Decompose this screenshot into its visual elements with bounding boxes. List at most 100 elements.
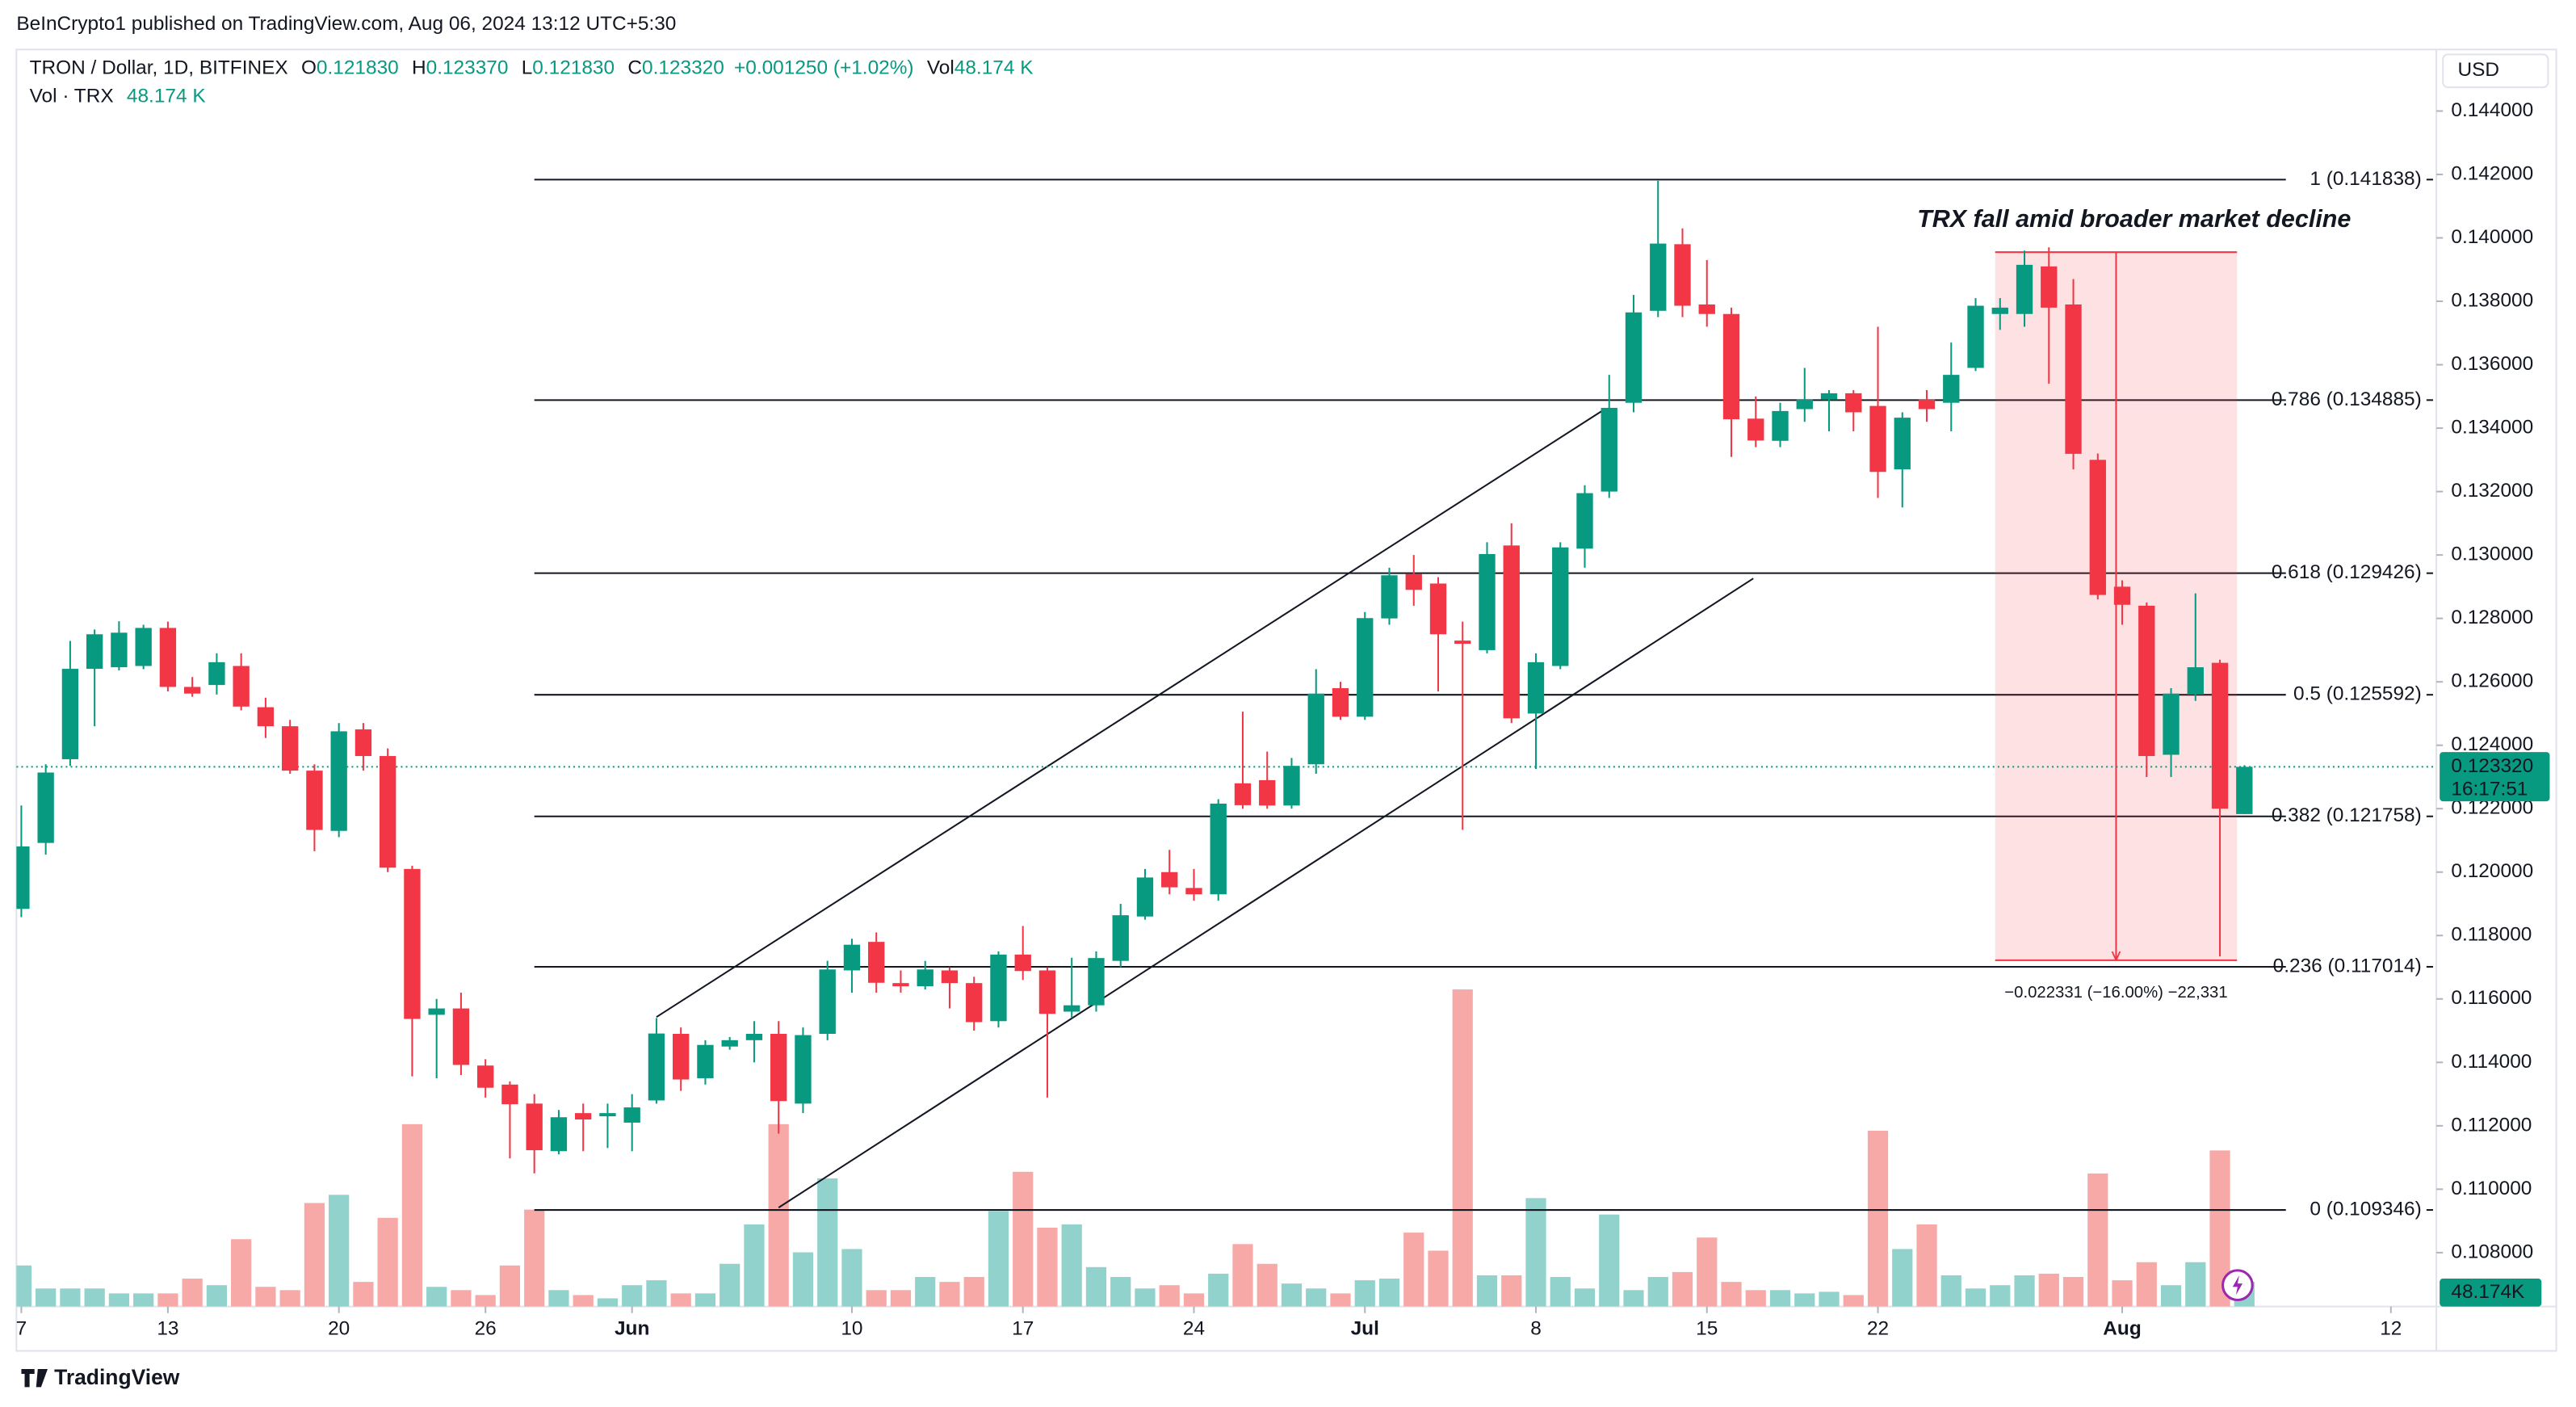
candle-body [452,1008,470,1065]
x-tick-label: 13 [157,1318,178,1340]
volume-bar [1647,1277,1668,1307]
volume-bar [1916,1224,1937,1307]
volume-bar [744,1224,765,1307]
candle-body [1479,553,1496,650]
candle-body [917,969,933,987]
volume-bar [1281,1283,1303,1307]
candle-body [1210,803,1227,895]
ohlc-value: 0.121830 [532,57,615,79]
volume-bar [573,1295,594,1307]
volume-bar [1892,1249,1913,1307]
candle-body [1601,407,1617,492]
volume-bar [939,1282,960,1307]
volume-bar [1378,1279,1400,1307]
volume-bar [1354,1280,1375,1307]
volume-bar [1525,1198,1546,1307]
candle-body [770,1033,787,1102]
volume-bar [133,1293,154,1307]
currency-box[interactable] [2442,53,2549,89]
candle-body [501,1084,518,1105]
candle-body [1454,640,1471,645]
volume-bar [768,1124,789,1307]
footer-logo [21,1368,48,1388]
volume-bar [157,1293,178,1307]
volume-bar [1794,1293,1815,1307]
y-tick-label: 0.110000 [2451,1178,2532,1199]
currency[interactable]: USD [2458,59,2500,81]
candle-body [257,707,275,727]
candle-body [355,729,372,757]
candle-body [843,944,861,971]
volume-bar [451,1290,472,1307]
candle-body [208,662,225,686]
volume-bar [1330,1293,1351,1307]
volume-bar [401,1124,423,1307]
x-tick-label: 10 [841,1318,862,1340]
candle-body [61,669,79,759]
volume-bar [2062,1277,2084,1307]
volume-bar [1306,1288,1327,1307]
candle-body [1747,418,1764,441]
candle-body [2187,667,2204,695]
volume-bar [108,1293,130,1307]
volume-bar [377,1217,398,1307]
volume-bar [622,1285,643,1307]
candle-body [2163,693,2180,755]
candle-body [37,772,54,843]
volume-bar [1721,1282,1742,1307]
x-tick-label: 12 [2380,1318,2402,1340]
x-tick-label: 7 [16,1318,27,1340]
candle-body [1038,970,1056,1014]
candle-body [306,771,323,830]
volume-bar [1085,1266,1107,1307]
annotation: TRX fall amid broader market decline [1917,205,2351,233]
candle-body [1014,954,1031,972]
y-tick-label: 0.140000 [2451,226,2533,248]
candle-body [2065,304,2082,454]
y-tick-label: 0.116000 [2451,987,2532,1009]
alert-icon-bolt[interactable] [2232,1275,2243,1296]
candle-body [2236,766,2253,814]
y-tick-label: 0.128000 [2451,607,2533,628]
volume-bar [1208,1273,1229,1307]
fib-label: 0 (0.109346) [2310,1199,2421,1220]
symbol: TRON / Dollar, 1D, BITFINEX [30,57,288,79]
candle-body [1234,783,1252,805]
volume-bar [1232,1244,1253,1307]
volume-bar [1843,1295,1864,1307]
x-tick-label: Jul [1351,1318,1379,1340]
volume-bar [597,1298,619,1307]
x-tick-label: 17 [1012,1318,1034,1340]
candle-body [1796,399,1813,410]
volume-bar [499,1265,521,1307]
volume-bar [36,1288,57,1307]
candle-body [16,846,30,909]
volume-bar [1965,1288,1987,1307]
candle-body [1967,305,1984,368]
change: +0.001250 (+1.02%) [734,57,914,79]
candle-body [892,983,909,987]
published-note: BeInCrypto1 published on TradingView.com… [16,13,676,35]
volume-bar [1867,1130,1889,1307]
volume-bar [1476,1275,1498,1307]
volume-bar [694,1293,716,1307]
y-tick-label: 0.126000 [2451,670,2533,692]
volume-bar [1037,1227,1058,1307]
volume-layer [16,989,2255,1307]
volume-bar [1769,1290,1791,1307]
candle-body [1943,375,1960,403]
y-tick-label: 0.118000 [2451,924,2532,946]
candle-body [1381,575,1398,619]
fib-label: 0.382 (0.121758) [2272,804,2422,826]
volume-bar [817,1178,838,1307]
volume-legend: Vol · TRX 48.174 K [30,86,206,107]
volume-bar [792,1252,814,1307]
volume-bar [475,1295,496,1307]
candle-body [1674,244,1691,306]
candle-body [183,687,201,694]
axes-layer: 0.108000 0.110000 0.112000 0.114000 0.116000… [16,99,2550,1340]
volume-bar [1599,1214,1620,1307]
volume-bar [670,1293,691,1307]
candle-body [1307,693,1324,765]
candle-body [1185,888,1202,895]
